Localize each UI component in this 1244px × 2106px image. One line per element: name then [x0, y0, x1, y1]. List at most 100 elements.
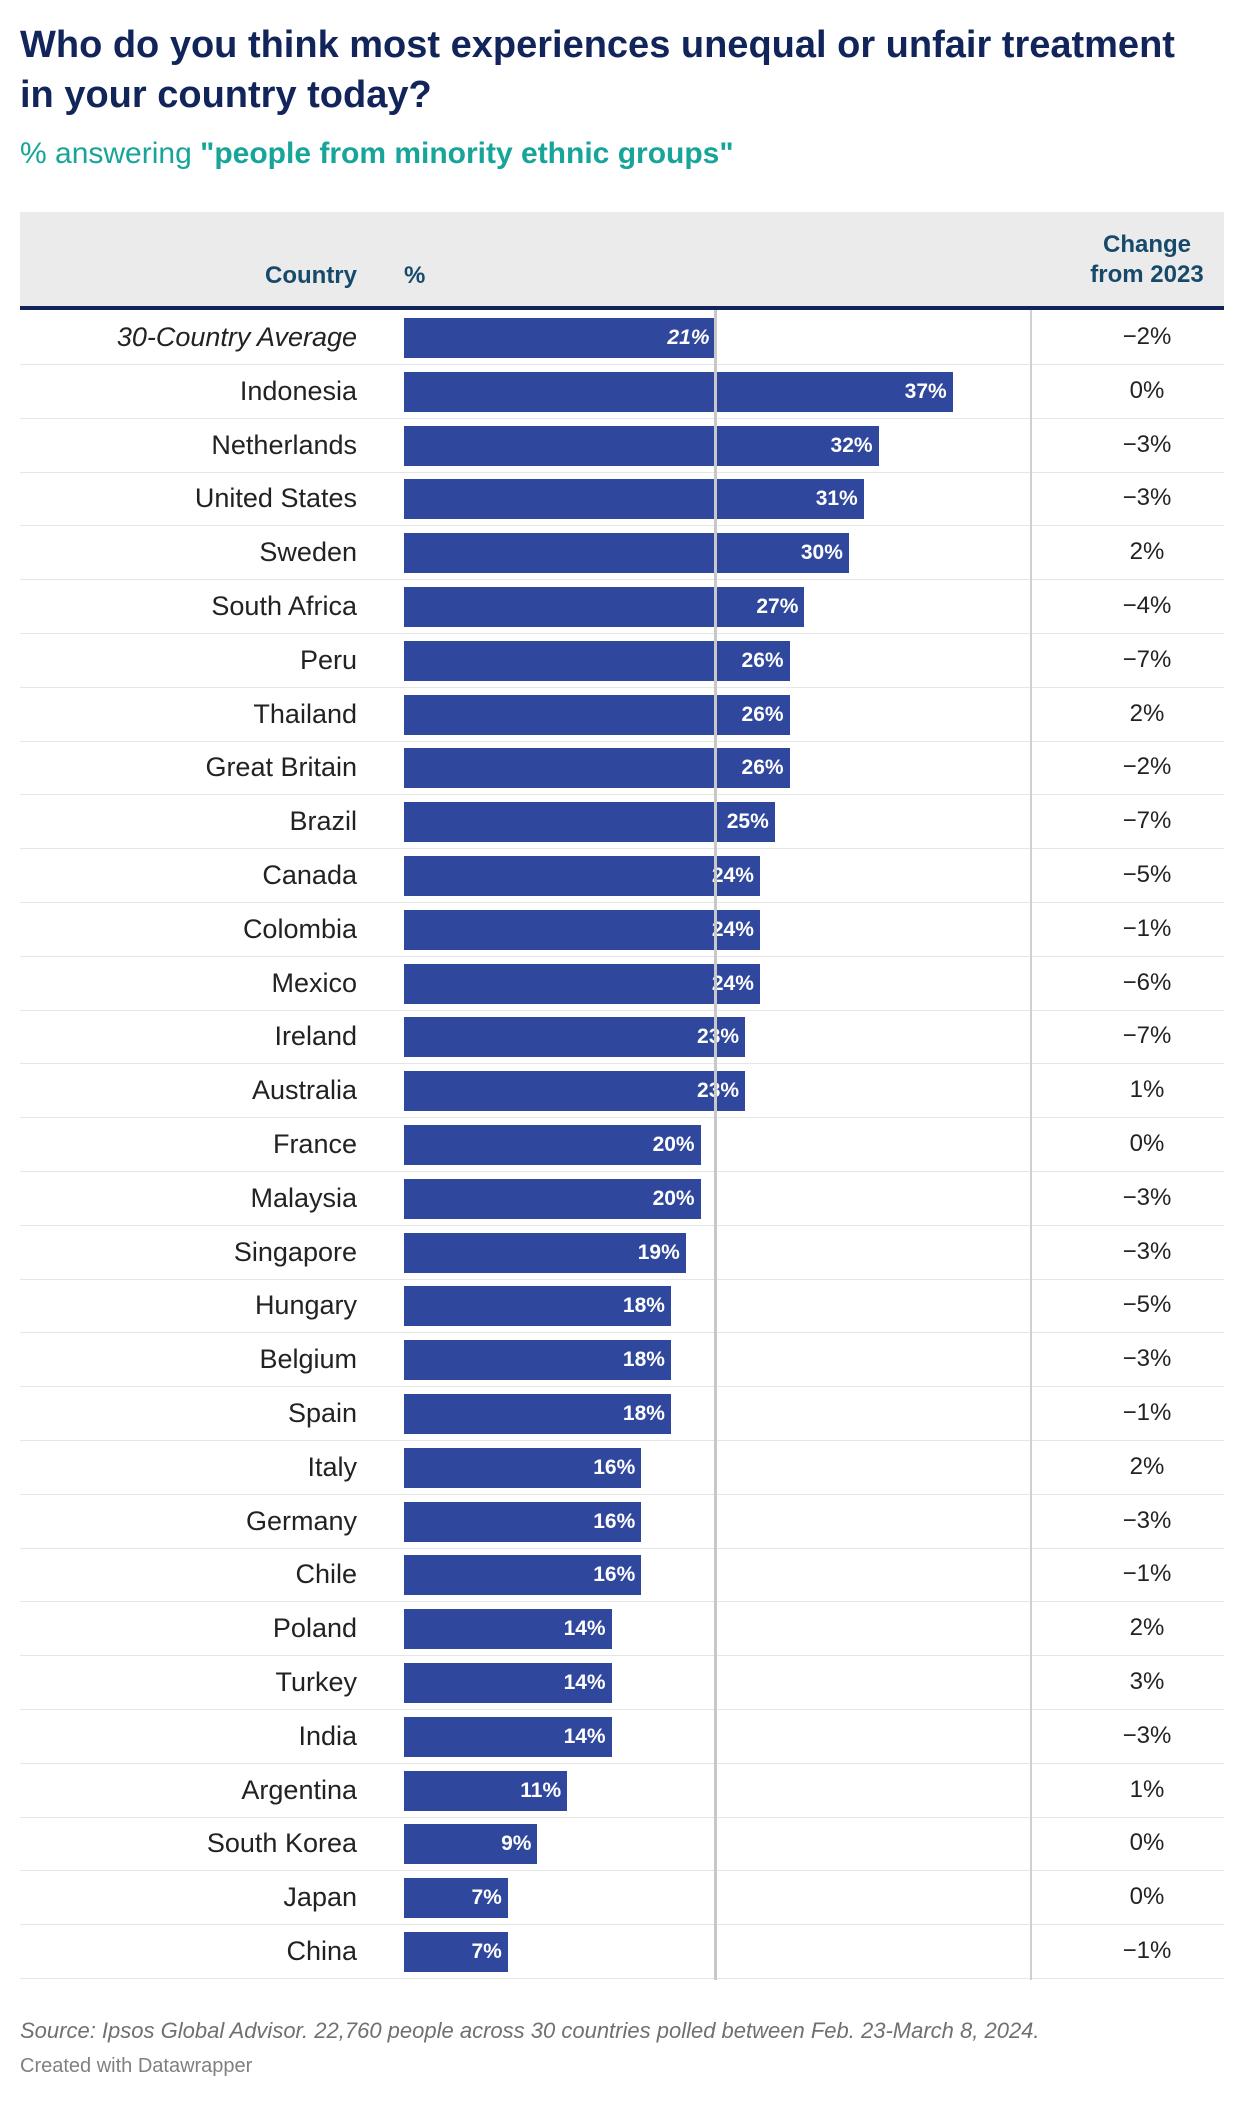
bar: 20%	[404, 1178, 701, 1219]
bar-value-label: 9%	[501, 1832, 532, 1856]
table-row: Japan 7% 0%	[20, 1870, 1224, 1926]
country-label: Hungary	[254, 1290, 357, 1321]
change-value: −2%	[1122, 323, 1172, 350]
table-row: Sweden 30% 2%	[20, 525, 1224, 581]
average-reference-line	[714, 310, 718, 1980]
change-value: 2%	[1129, 699, 1165, 727]
country-label: Canada	[262, 860, 357, 890]
change-value: −1%	[1122, 1560, 1172, 1588]
country-label: Italy	[307, 1451, 357, 1482]
bar: 18%	[404, 1394, 671, 1434]
table-row: Poland 14% 2%	[20, 1601, 1224, 1657]
chart-title: Who do you think most experiences unequa…	[20, 24, 1175, 116]
country-label: Colombia	[242, 913, 357, 944]
table-row: Netherlands 32% −3%	[20, 418, 1224, 473]
table-row: Hungary 18% −5%	[20, 1278, 1224, 1334]
bar-value-label: 23%	[697, 1025, 740, 1049]
country-label: Great Britain	[205, 752, 357, 783]
change-value: −4%	[1122, 592, 1172, 619]
subtitle-prefix: % answering	[20, 137, 201, 170]
change-value: 0%	[1129, 1883, 1165, 1911]
bar: 24%	[404, 909, 760, 950]
header-change: Change from 2023	[1070, 230, 1224, 290]
change-value: −2%	[1122, 753, 1172, 781]
change-value: −7%	[1122, 1022, 1172, 1050]
country-label: South Africa	[211, 591, 357, 621]
table-row: Argentina 11% 1%	[20, 1763, 1224, 1818]
bar: 23%	[404, 1017, 746, 1058]
data-table: Country % Change from 2023 30-Country Av…	[20, 212, 1224, 1980]
average-row: 30-Country Average 21% −2%	[20, 310, 1224, 365]
country-label: Australia	[251, 1075, 357, 1106]
bar-value-label: 21%	[667, 326, 710, 349]
bar: 7%	[404, 1932, 508, 1972]
country-label: United States	[194, 483, 357, 514]
country-label: Ireland	[274, 1021, 357, 1052]
bar-value-label: 19%	[637, 1240, 680, 1264]
column-divider	[1030, 310, 1032, 1980]
bar: 25%	[404, 802, 775, 843]
change-value: 3%	[1129, 1668, 1165, 1695]
country-label: Peru	[299, 644, 357, 675]
country-label: Poland	[272, 1613, 357, 1644]
country-label: China	[286, 1936, 357, 1966]
table-header: Country % Change from 2023	[20, 212, 1224, 310]
country-label: Turkey	[275, 1667, 357, 1697]
change-value: −3%	[1122, 430, 1172, 458]
change-value: −5%	[1122, 861, 1172, 888]
change-value: 1%	[1129, 1775, 1165, 1803]
bar: 20%	[404, 1125, 701, 1165]
bar-value-label: 18%	[622, 1348, 665, 1372]
table-row: Spain 18% −1%	[20, 1386, 1224, 1441]
country-label: Netherlands	[211, 429, 357, 460]
country-label: Japan	[283, 1882, 357, 1913]
header-country: Country	[265, 262, 357, 289]
country-label: Indonesia	[239, 375, 357, 406]
change-value: 2%	[1129, 1614, 1165, 1642]
change-value: −7%	[1122, 645, 1172, 673]
table-row: Ireland 23% −7%	[20, 1009, 1224, 1065]
table-row: Canada 24% −5%	[20, 848, 1224, 903]
table-row: Brazil 25% −7%	[20, 794, 1224, 850]
table-row: Mexico 24% −6%	[20, 956, 1224, 1011]
bar-value-label: 18%	[622, 1294, 665, 1318]
table-row: Peru 26% −7%	[20, 633, 1224, 688]
source-note: Source: Ipsos Global Advisor. 22,760 peo…	[20, 2018, 1040, 2043]
bar: 16%	[404, 1555, 642, 1596]
change-value: −1%	[1122, 1399, 1172, 1426]
table-row: South Africa 27% −4%	[20, 579, 1224, 634]
chart-subtitle: % answering "people from minority ethnic…	[20, 134, 734, 174]
bar: 19%	[404, 1232, 686, 1273]
change-value: −6%	[1122, 968, 1172, 996]
country-label: Mexico	[271, 967, 357, 998]
change-value: 0%	[1129, 1829, 1165, 1857]
bar: 27%	[404, 587, 805, 627]
country-label: Germany	[245, 1505, 357, 1536]
country-label: Belgium	[259, 1344, 357, 1375]
table-row: Colombia 24% −1%	[20, 902, 1224, 957]
country-label: Malaysia	[250, 1182, 357, 1213]
bar: 9%	[404, 1824, 538, 1865]
header-percent: %	[404, 262, 426, 289]
table-row: Thailand 26% 2%	[20, 687, 1224, 742]
change-value: 1%	[1129, 1076, 1165, 1104]
table-row: Belgium 18% −3%	[20, 1332, 1224, 1388]
table-row: Australia 23% 1%	[20, 1063, 1224, 1119]
bar-value-label: 16%	[593, 1509, 636, 1533]
change-value: −3%	[1122, 1183, 1172, 1211]
bar: 16%	[404, 1447, 642, 1488]
bar-value-label: 16%	[593, 1455, 636, 1479]
bar-value-label: 37%	[904, 379, 947, 403]
bar-value-label: 20%	[652, 1133, 695, 1156]
bar-value-label: 7%	[471, 1940, 502, 1963]
bar: 18%	[404, 1340, 671, 1381]
change-value: −5%	[1122, 1291, 1172, 1319]
bar-value-label: 26%	[741, 702, 784, 726]
table-row: South Korea 9% 0%	[20, 1816, 1224, 1872]
change-value: 2%	[1129, 1452, 1165, 1480]
credit-note: Created with Datawrapper	[20, 2055, 253, 2077]
bar-value-label: 24%	[711, 864, 754, 887]
bar: 21%	[404, 318, 716, 358]
bar-value-label: 30%	[800, 541, 843, 565]
change-value: −3%	[1122, 1237, 1172, 1265]
